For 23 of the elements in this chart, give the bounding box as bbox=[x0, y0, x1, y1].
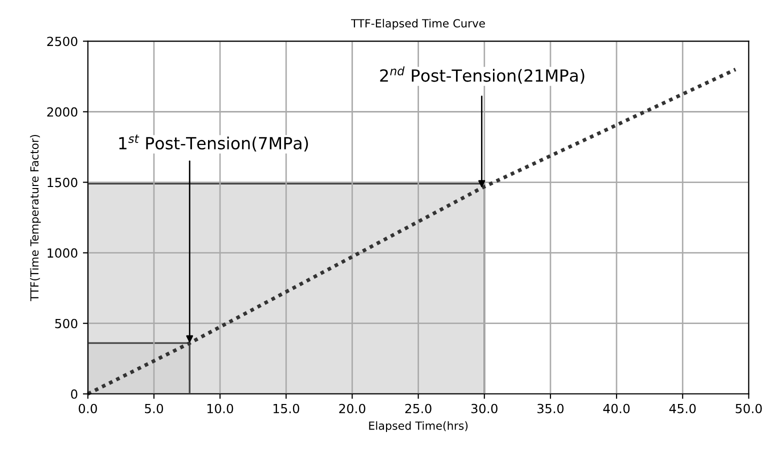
y-tick-label: 1000 bbox=[48, 248, 78, 258]
x-tick-label: 45.0 bbox=[669, 404, 696, 414]
annotation: 1$^{st}$ Post-Tension(7MPa) bbox=[119, 134, 308, 152]
x-tick-label: 20.0 bbox=[339, 404, 366, 414]
y-tick-label: 2500 bbox=[47, 36, 78, 46]
y-axis-title: TTF(Time Temperature Factor) bbox=[30, 134, 41, 302]
annotation: 2$^{nd}$ Post-Tension(21MPa) bbox=[380, 66, 584, 84]
y-tick-label: 1500 bbox=[48, 178, 78, 188]
chart-title: TTF-Elapsed Time Curve bbox=[351, 18, 485, 30]
x-tick-label: 40.0 bbox=[603, 404, 630, 414]
x-tick-label: 35.0 bbox=[538, 404, 564, 414]
x-tick-label: 5.0 bbox=[144, 404, 164, 414]
x-axis-title: Elapsed Time(hrs) bbox=[369, 421, 468, 432]
x-tick-label: 0.0 bbox=[78, 404, 97, 414]
y-tick-label: 500 bbox=[55, 318, 78, 328]
x-tick-label: 50.0 bbox=[736, 404, 762, 414]
x-tick-label: 30.0 bbox=[471, 404, 498, 414]
y-tick-label: 2000 bbox=[47, 107, 78, 117]
x-tick-label: 25.0 bbox=[405, 404, 432, 414]
line-series bbox=[86, 68, 738, 396]
y-tick-label: 0 bbox=[71, 389, 78, 399]
x-tick-label: 10.0 bbox=[207, 404, 234, 414]
x-tick-label: 15.0 bbox=[274, 404, 300, 414]
